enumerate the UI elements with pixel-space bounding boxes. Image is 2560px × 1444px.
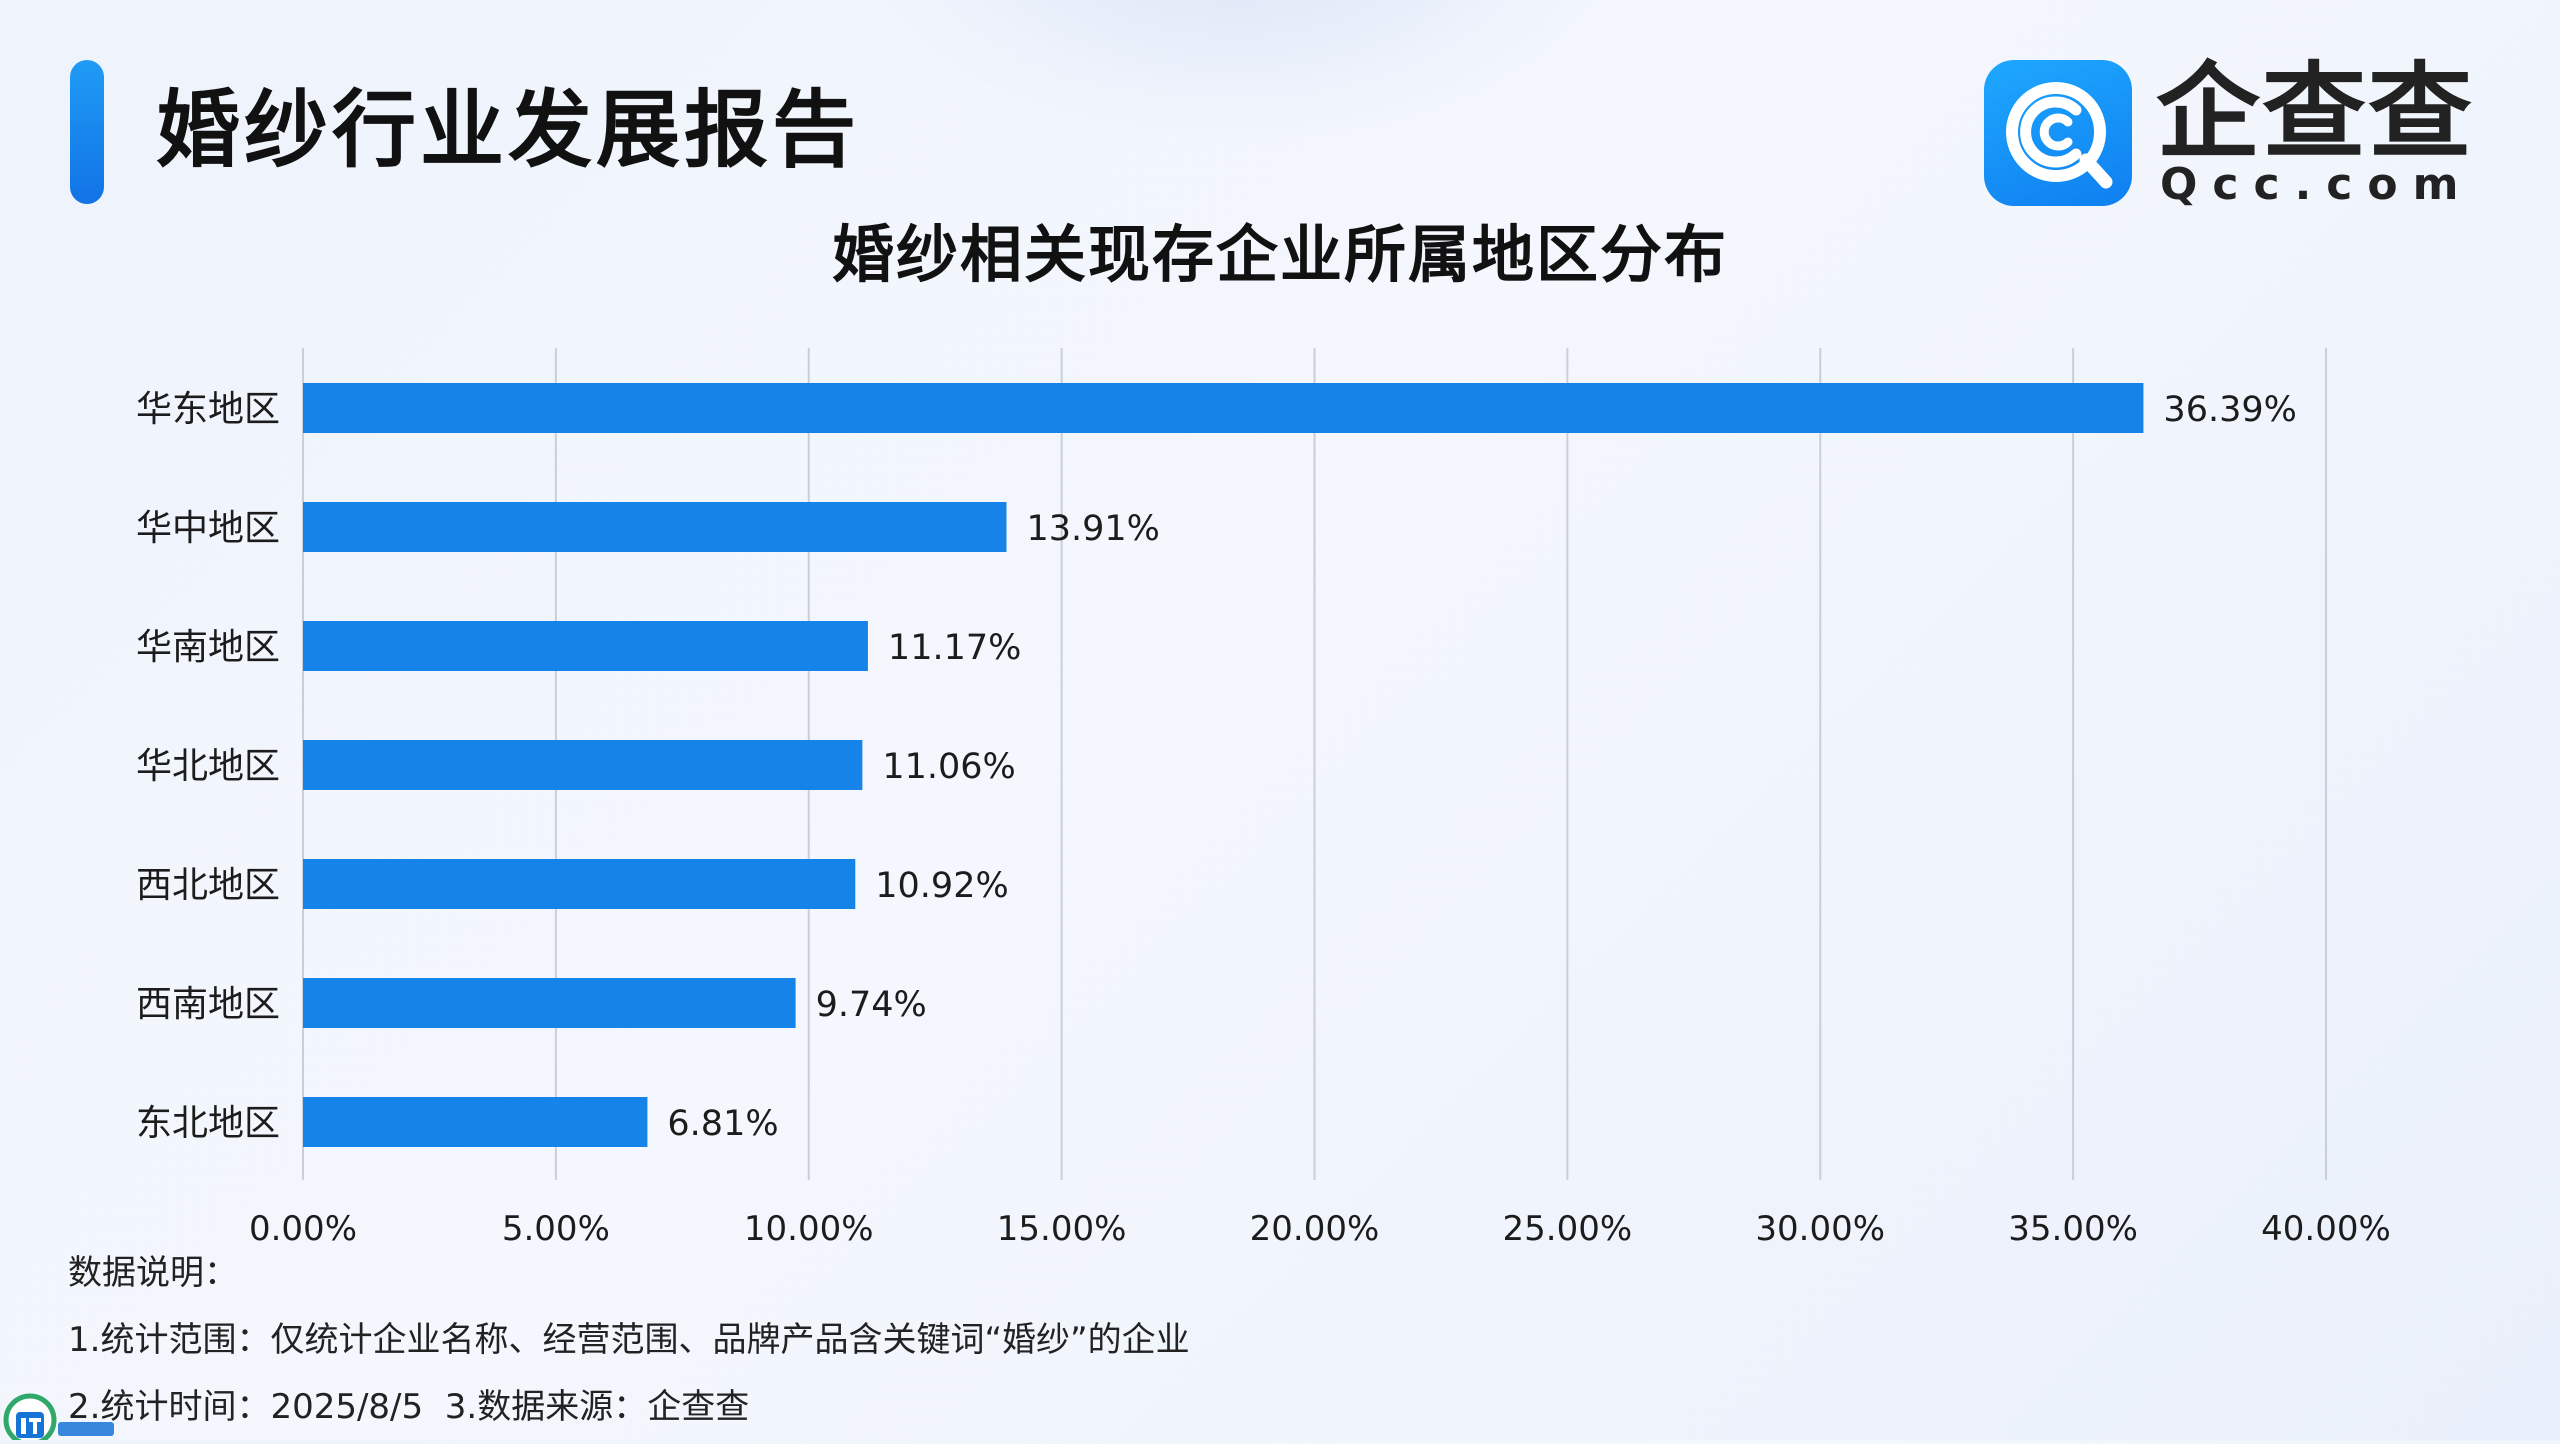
category-label: 西南地区 (136, 984, 280, 1025)
x-tick-label: 30.00% (1755, 1209, 1885, 1249)
grid-lines (302, 348, 2327, 1180)
data-label: 6.81% (667, 1104, 778, 1144)
logo-text-cn: 企查查 (2156, 51, 2475, 173)
data-label: 9.74% (816, 985, 927, 1025)
data-label: 11.17% (888, 628, 1021, 668)
notes-heading: 数据说明： (68, 1253, 238, 1293)
bar (303, 621, 868, 671)
x-tick-label: 15.00% (997, 1209, 1127, 1249)
data-label: 11.06% (882, 747, 1015, 787)
x-tick-label: 5.00% (502, 1209, 610, 1249)
bar (303, 383, 2144, 433)
bar (303, 1097, 648, 1147)
category-label: 华南地区 (136, 627, 280, 668)
labels: 0.00% 5.00% 10.00% 15.00% 20.00% 25.00% 30.00%… (136, 389, 2391, 1249)
category-label: 东北地区 (136, 1103, 280, 1144)
data-label: 10.92% (875, 866, 1008, 906)
qcc-logo: 企查查 Qcc.com (1984, 52, 2484, 210)
bar (303, 502, 1007, 552)
category-label: 华北地区 (136, 746, 280, 787)
x-tick-label: 20.00% (1250, 1209, 1380, 1249)
bar (303, 978, 796, 1028)
category-label: 华东地区 (136, 389, 280, 430)
data-notes: 数据说明： 1.统计范围：仅统计企业名称、经营范围、品牌产品含关键词“婚纱”的企… (68, 1240, 1190, 1441)
category-label: 华中地区 (136, 508, 280, 549)
bar (303, 740, 863, 790)
logo-text-en: Qcc.com (2160, 159, 2474, 210)
it-home-badge-icon (0, 1382, 120, 1444)
notes-line-1: 1.统计范围：仅统计企业名称、经营范围、品牌产品含关键词“婚纱”的企业 (68, 1320, 1190, 1360)
bars (303, 383, 2144, 1147)
category-label: 西北地区 (136, 865, 280, 906)
x-tick-label: 25.00% (1503, 1209, 1633, 1249)
title-accent-bar (70, 60, 104, 204)
data-label: 36.39% (2163, 390, 2296, 430)
chart-title: 婚纱相关现存企业所属地区分布 (831, 218, 1728, 291)
x-tick-label: 0.00% (249, 1209, 357, 1249)
data-label: 13.91% (1026, 509, 1159, 549)
qcc-logo-icon (1984, 60, 2132, 206)
x-tick-label: 35.00% (2008, 1209, 2138, 1249)
notes-line-2: 2.统计时间：2025/8/5 3.数据来源：企查查 (68, 1387, 750, 1427)
x-tick-label: 40.00% (2261, 1209, 2391, 1249)
bar (303, 859, 856, 909)
report-title: 婚纱行业发展报告 (156, 81, 861, 179)
x-tick-label: 10.00% (744, 1209, 874, 1249)
